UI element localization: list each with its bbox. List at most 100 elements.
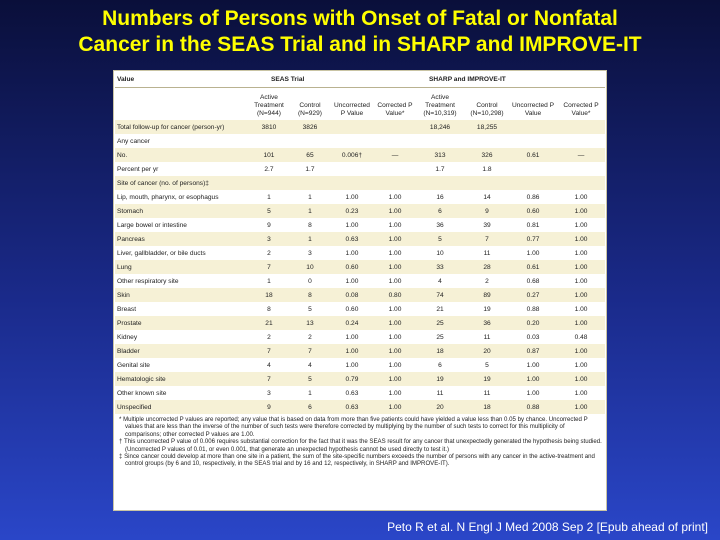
table-cell: 7 [267,347,271,355]
table-cell: 0.27 [526,291,540,299]
table-cell: 5 [308,375,312,383]
table-cell: 11 [483,389,491,397]
column-header: Corrected P Value* [563,102,599,117]
table-cell: 0.63 [345,403,359,411]
table-cell: 7 [308,347,312,355]
table-cell: — [391,151,399,159]
table-cell [375,176,415,190]
table-cell: 6 [438,361,442,369]
row-label: Bladder [116,347,140,355]
row-label: Lip, mouth, pharynx, or esophagus [116,193,219,201]
table-cell: 1.00 [526,375,540,383]
table-cell: 3 [308,249,312,257]
table-cell: 1.7 [305,165,315,173]
table-row: Kidney 2 2 1.00 1.00 25 11 0.03 0.48 [114,330,606,344]
table-cell: 1 [267,193,271,201]
column-header: Active Treatment (N=944) [254,94,284,117]
table-cell: 2 [267,249,271,257]
table-cell: 0.88 [526,305,540,313]
table-row: Genital site 4 4 1.00 1.00 6 5 1.00 1.00 [114,358,606,372]
table-cell [375,120,415,134]
table-cell: 1.00 [345,249,359,257]
table-cell: 0.80 [388,291,402,299]
citation: Peto R et al. N Engl J Med 2008 Sep 2 [E… [387,520,708,534]
table-cell: 2 [308,333,312,341]
slide-title-line-2: Cancer in the SEAS Trial and in SHARP an… [78,33,642,56]
table-cell: 1.00 [574,249,588,257]
table-cell: 1.00 [574,235,588,243]
table-cell: 1.00 [388,305,402,313]
table-cell: 0.87 [526,347,540,355]
table-cell: 1.00 [526,361,540,369]
table-cell: 13 [306,319,314,327]
table-cell [415,134,465,148]
table-cell: 1.00 [574,193,588,201]
table-cell: 18 [436,347,444,355]
table-cell: 1 [308,193,312,201]
table-row: Prostate 21 13 0.24 1.00 25 36 0.20 1.00 [114,316,606,330]
column-header: Control (N=929) [297,102,322,117]
table-cell: 0.61 [526,263,540,271]
table-cell: 7 [267,263,271,271]
results-table: Value SEAS Trial SHARP and IMPROVE-IT Ac… [114,73,606,414]
row-label: Prostate [116,319,142,327]
table-row: Pancreas 3 1 0.63 1.00 5 7 0.77 1.00 [114,232,606,246]
table-cell: 0.60 [345,263,359,271]
table-cell: 0.60 [526,207,540,215]
table-body: Total follow-up for cancer (person-yr) 38… [114,120,606,414]
table-cell: 36 [436,221,444,229]
table-cell: 1.00 [345,193,359,201]
table-cell: 6 [308,403,312,411]
table-cell: 10 [306,263,314,271]
table-cell [329,120,375,134]
table-cell: 18,246 [429,123,451,131]
column-header: Active Treatment (N=10,319) [423,94,457,117]
footnotes: * Multiple uncorrected P values are repo… [118,416,602,468]
table-cell: 1.00 [345,333,359,341]
table-cell: 39 [483,221,491,229]
table-cell: 18 [483,403,491,411]
table-cell: 0.23 [345,207,359,215]
table-row: Any cancer [114,134,606,148]
table-cell [509,176,557,190]
table-row: Lip, mouth, pharynx, or esophagus 1 1 1.00 1… [114,190,606,204]
table-cell: 11 [483,249,491,257]
row-label: Other known site [116,389,167,397]
table-cell: 6 [438,207,442,215]
table-cell: 19 [483,375,491,383]
table-cell: 20 [483,347,491,355]
table-cell: 21 [436,305,444,313]
table-cell: 10 [436,249,444,257]
column-header: Uncorrected P Value [334,102,370,117]
table-cell: 1.00 [388,319,402,327]
table-cell [557,176,605,190]
table-cell: 1.00 [574,305,588,313]
table-cell: — [577,151,585,159]
table-cell: 4 [267,361,271,369]
table-cell [465,134,509,148]
table-cell: 89 [483,291,491,299]
table-cell: 326 [481,151,493,159]
row-label: Stomach [116,207,143,215]
table-cell: 1.00 [574,403,588,411]
table-cell: 1.00 [388,249,402,257]
table-row: No. 101 65 0.006† — 313 326 0.61 — [114,148,606,162]
table-cell: 1.00 [388,361,402,369]
table-cell: 313 [434,151,446,159]
slide-title: Numbers of Persons with Onset of Fatal o… [0,6,720,58]
table-cell: 0.61 [526,151,540,159]
table-cell: 0.68 [526,277,540,285]
table-cell: 2 [485,277,489,285]
table-cell [509,120,557,134]
table-cell [465,176,509,190]
table-cell: 11 [483,333,491,341]
slide-title-line-1: Numbers of Persons with Onset of Fatal o… [102,7,618,30]
table-row: Liver, gallbladder, or bile ducts 2 3 1.00 1… [114,246,606,260]
table-cell: 0.006† [341,151,363,159]
table-cell: 65 [306,151,314,159]
row-label: Any cancer [116,137,150,145]
table-cell: 1.00 [388,375,402,383]
table-cell: 8 [267,305,271,313]
table-row: Site of cancer (no. of persons)‡ [114,176,606,190]
row-label: Site of cancer (no. of persons)‡ [116,179,209,187]
